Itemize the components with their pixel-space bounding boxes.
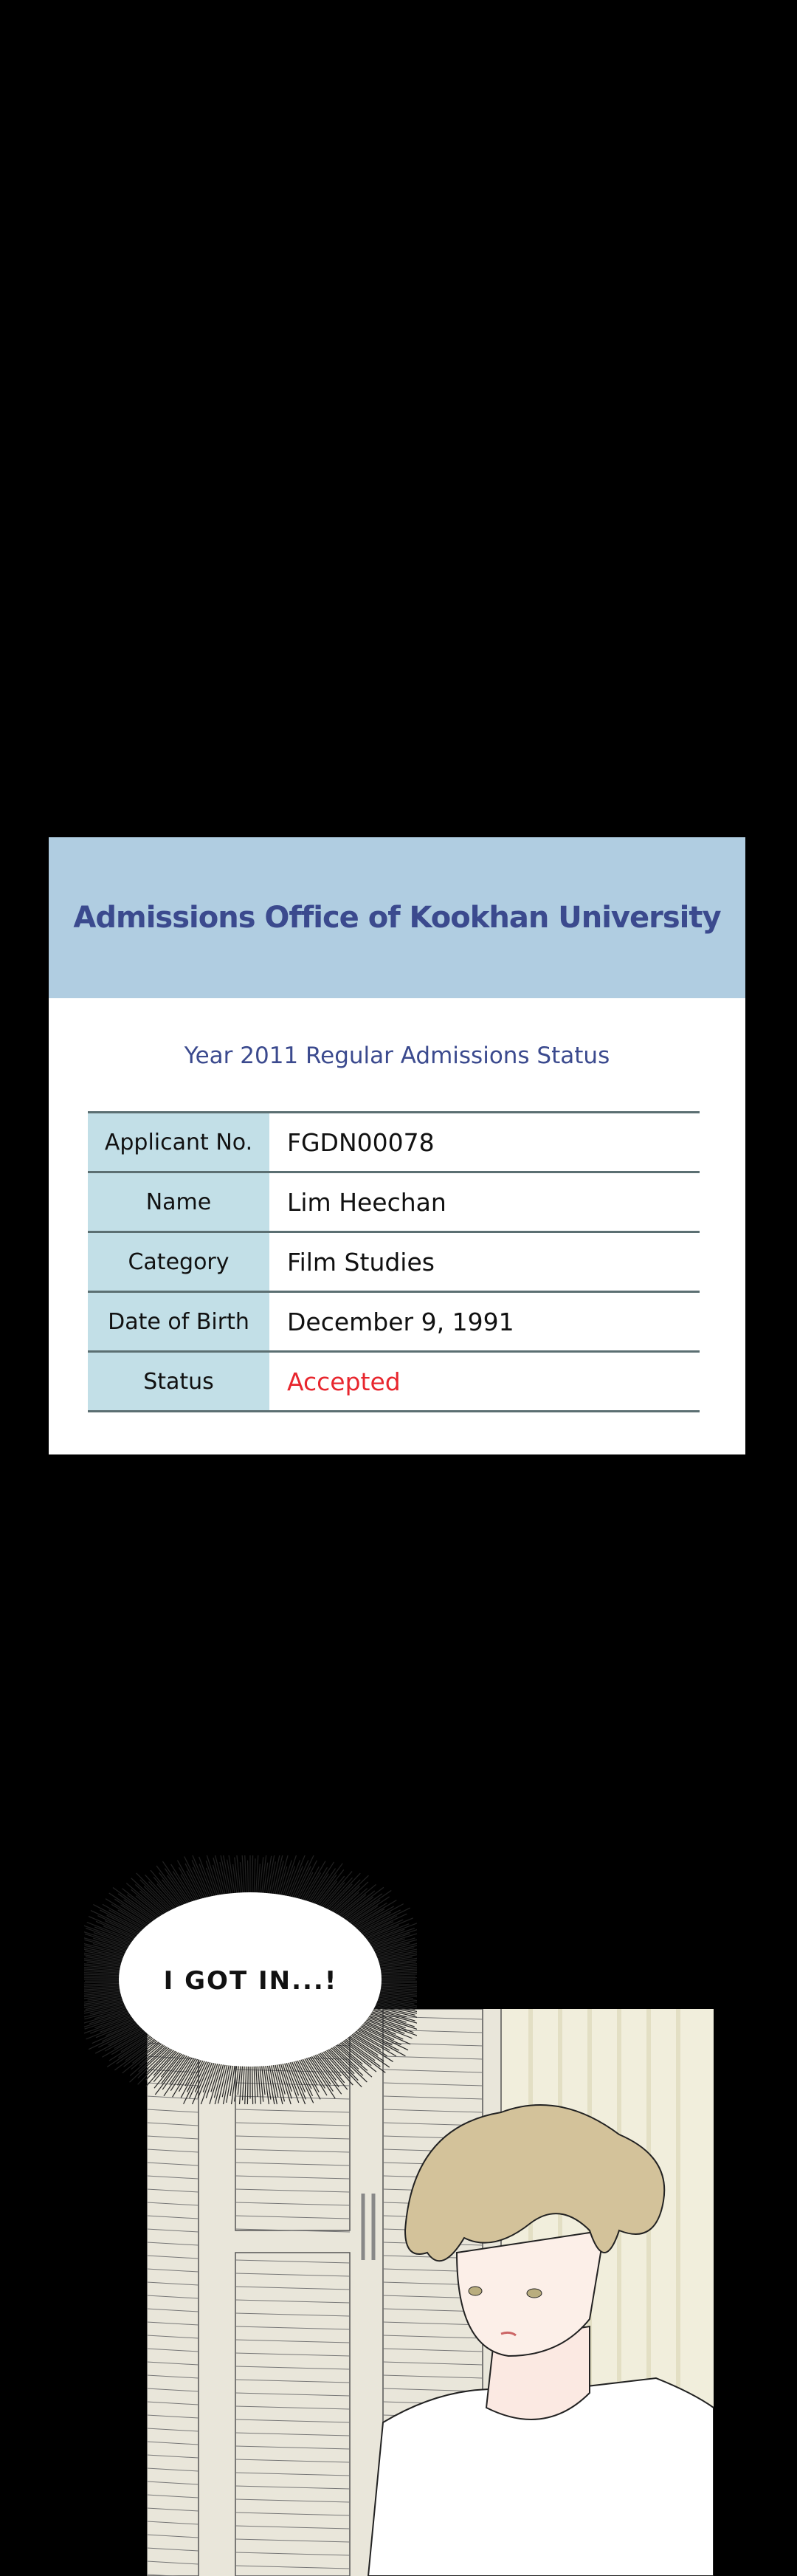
row-label: Category — [88, 1233, 269, 1291]
table-row: Category Film Studies — [88, 1233, 700, 1293]
row-label: Name — [88, 1173, 269, 1231]
row-label: Date of Birth — [88, 1293, 269, 1350]
spiky-speech-bubble — [84, 1855, 417, 2104]
card-title: Admissions Office of Kookhan University — [73, 901, 721, 935]
row-value: December 9, 1991 — [287, 1307, 514, 1336]
status-accepted: Accepted — [287, 1367, 401, 1396]
table-row: Date of Birth December 9, 1991 — [88, 1293, 700, 1353]
card-header: Admissions Office of Kookhan University — [49, 837, 745, 998]
comic-illustration — [147, 2009, 714, 2576]
row-value: FGDN00078 — [287, 1127, 435, 1157]
character-hair — [404, 2104, 666, 2262]
table-row: Name Lim Heechan — [88, 1173, 700, 1233]
table-row: Status Accepted — [88, 1353, 700, 1412]
row-value: Lim Heechan — [287, 1187, 446, 1217]
row-label: Status — [88, 1353, 269, 1410]
door-handles — [361, 2194, 376, 2260]
card-subtitle: Year 2011 Regular Admissions Status — [184, 1043, 610, 1069]
comic-panel — [147, 2009, 714, 2576]
row-label: Applicant No. — [88, 1113, 269, 1171]
table-row: Applicant No. FGDN00078 — [88, 1113, 700, 1173]
admission-status-card: Admissions Office of Kookhan University … — [49, 837, 745, 1454]
status-table: Applicant No. FGDN00078 Name Lim Heechan… — [88, 1111, 700, 1412]
row-value: Film Studies — [287, 1247, 435, 1277]
speech-text: I GOT IN...! — [163, 1966, 338, 1996]
